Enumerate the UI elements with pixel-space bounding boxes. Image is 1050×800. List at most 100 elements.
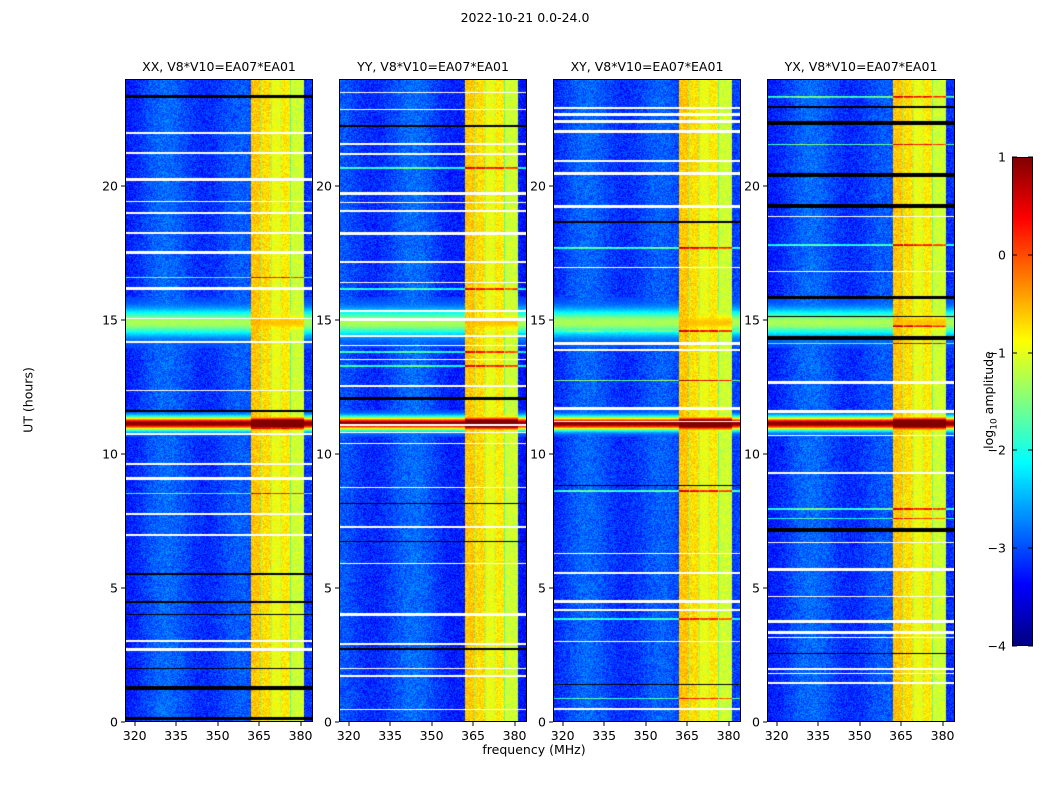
x-tick-label: 380 <box>930 728 955 743</box>
x-tick-label: 335 <box>164 728 189 743</box>
x-tick-mark <box>942 722 944 726</box>
x-tick-mark <box>300 722 302 726</box>
x-tick-label: 380 <box>288 728 313 743</box>
x-tick-label: 320 <box>550 728 575 743</box>
colorbar-label-subscript: 10 <box>989 418 1000 430</box>
x-tick-label: 380 <box>502 728 527 743</box>
y-tick-label: 0 <box>752 714 760 730</box>
y-tick-label: 15 <box>316 312 332 328</box>
x-tick-mark <box>686 722 688 726</box>
y-tick-mark <box>335 721 339 723</box>
y-tick-label: 15 <box>744 312 760 328</box>
y-tick-label: 5 <box>324 580 332 596</box>
y-tick-mark <box>549 319 553 321</box>
colorbar-tick-label: 1 <box>998 149 1006 165</box>
y-tick-label: 20 <box>102 178 118 194</box>
y-tick-mark <box>763 319 767 321</box>
y-tick-mark <box>763 185 767 187</box>
y-tick-label: 15 <box>530 312 546 328</box>
colorbar-tick-mark <box>1028 254 1033 256</box>
y-tick-mark <box>121 185 125 187</box>
dynamic-spectrum-image-yy <box>339 79 527 722</box>
colorbar-tick-mark <box>1028 547 1033 549</box>
y-tick-mark <box>549 721 553 723</box>
y-tick-mark <box>335 587 339 589</box>
spectrum-panel-yx[interactable]: YX, V8*V10=EA07*EA01 0 5 10 15 20 320 335 350 365… <box>744 59 955 743</box>
colorbar-tick-label: −3 <box>987 540 1006 556</box>
x-tick-mark <box>175 722 177 726</box>
axes-frame <box>125 79 313 722</box>
x-tick-mark <box>859 722 861 726</box>
x-tick-mark <box>603 722 605 726</box>
colorbar-tick-mark <box>1028 156 1033 158</box>
spectrum-panel-xx[interactable]: XX, V8*V10=EA07*EA01 0 5 10 15 20 320 335 350 365… <box>102 59 313 743</box>
y-tick-label: 5 <box>752 580 760 596</box>
y-tick-label: 20 <box>744 178 760 194</box>
x-tick-label: 365 <box>247 728 272 743</box>
x-tick-mark <box>134 722 136 726</box>
x-tick-label: 335 <box>806 728 831 743</box>
y-tick-mark <box>763 721 767 723</box>
spectrum-panel-xy[interactable]: XY, V8*V10=EA07*EA01 0 5 10 15 20 320 335 350 365… <box>530 59 741 743</box>
y-tick-mark <box>763 453 767 455</box>
x-tick-label: 350 <box>205 728 230 743</box>
x-tick-label: 350 <box>847 728 872 743</box>
colorbar-gradient <box>1012 157 1033 646</box>
y-tick-mark <box>335 185 339 187</box>
x-tick-mark <box>817 722 819 726</box>
colorbar-tick-label: 0 <box>998 247 1006 263</box>
y-tick-mark <box>549 587 553 589</box>
x-tick-mark <box>728 722 730 726</box>
y-tick-label: 20 <box>316 178 332 194</box>
colorbar-tick-mark <box>1012 254 1017 256</box>
spectrum-panel-yy[interactable]: YY, V8*V10=EA07*EA01 0 5 10 15 20 320 335 350 365… <box>316 59 527 743</box>
x-tick-mark <box>389 722 391 726</box>
x-tick-mark <box>562 722 564 726</box>
y-tick-label: 15 <box>102 312 118 328</box>
x-tick-label: 365 <box>889 728 914 743</box>
y-tick-mark <box>763 587 767 589</box>
y-tick-mark <box>549 185 553 187</box>
panel-title-yx: YX, V8*V10=EA07*EA01 <box>784 59 938 74</box>
x-tick-mark <box>645 722 647 726</box>
x-tick-mark <box>431 722 433 726</box>
colorbar-tick-label: −4 <box>987 638 1006 654</box>
colorbar-tick-mark <box>1012 156 1017 158</box>
y-tick-label: 10 <box>316 446 332 462</box>
colorbar-tick-mark <box>1012 449 1017 451</box>
colorbar-tick-mark <box>1012 645 1017 647</box>
colorbar-frame <box>1012 157 1033 646</box>
axes-frame <box>553 79 741 722</box>
y-tick-label: 10 <box>102 446 118 462</box>
x-tick-label: 350 <box>419 728 444 743</box>
colorbar-label: log10 amplitude <box>981 351 1000 449</box>
y-tick-mark <box>335 453 339 455</box>
y-tick-label: 5 <box>538 580 546 596</box>
y-tick-label: 10 <box>744 446 760 462</box>
colorbar-tick-mark <box>1012 352 1017 354</box>
colorbar-label-tail: amplitude <box>980 351 996 419</box>
y-tick-mark <box>121 721 125 723</box>
x-tick-label: 365 <box>461 728 486 743</box>
y-tick-mark <box>549 453 553 455</box>
axes-frame <box>767 79 955 722</box>
y-tick-label: 0 <box>538 714 546 730</box>
x-tick-mark <box>348 722 350 726</box>
x-tick-label: 380 <box>716 728 741 743</box>
x-tick-mark <box>776 722 778 726</box>
colorbar[interactable]: −4 −3 −2 −1 0 1 <box>988 150 1033 654</box>
x-axis-label: frequency (MHz) <box>482 742 586 757</box>
colorbar-tick-mark <box>1028 645 1033 647</box>
x-tick-label: 335 <box>378 728 403 743</box>
colorbar-tick-label: −1 <box>987 345 1006 361</box>
axes-frame <box>339 79 527 722</box>
x-tick-mark <box>472 722 474 726</box>
colorbar-tick-mark <box>1028 449 1033 451</box>
x-tick-mark <box>258 722 260 726</box>
x-tick-label: 335 <box>592 728 617 743</box>
panel-title-yy: YY, V8*V10=EA07*EA01 <box>357 59 509 74</box>
x-tick-label: 320 <box>336 728 361 743</box>
colorbar-tick-mark <box>1028 352 1033 354</box>
dynamic-spectrum-image-xy <box>553 79 741 722</box>
